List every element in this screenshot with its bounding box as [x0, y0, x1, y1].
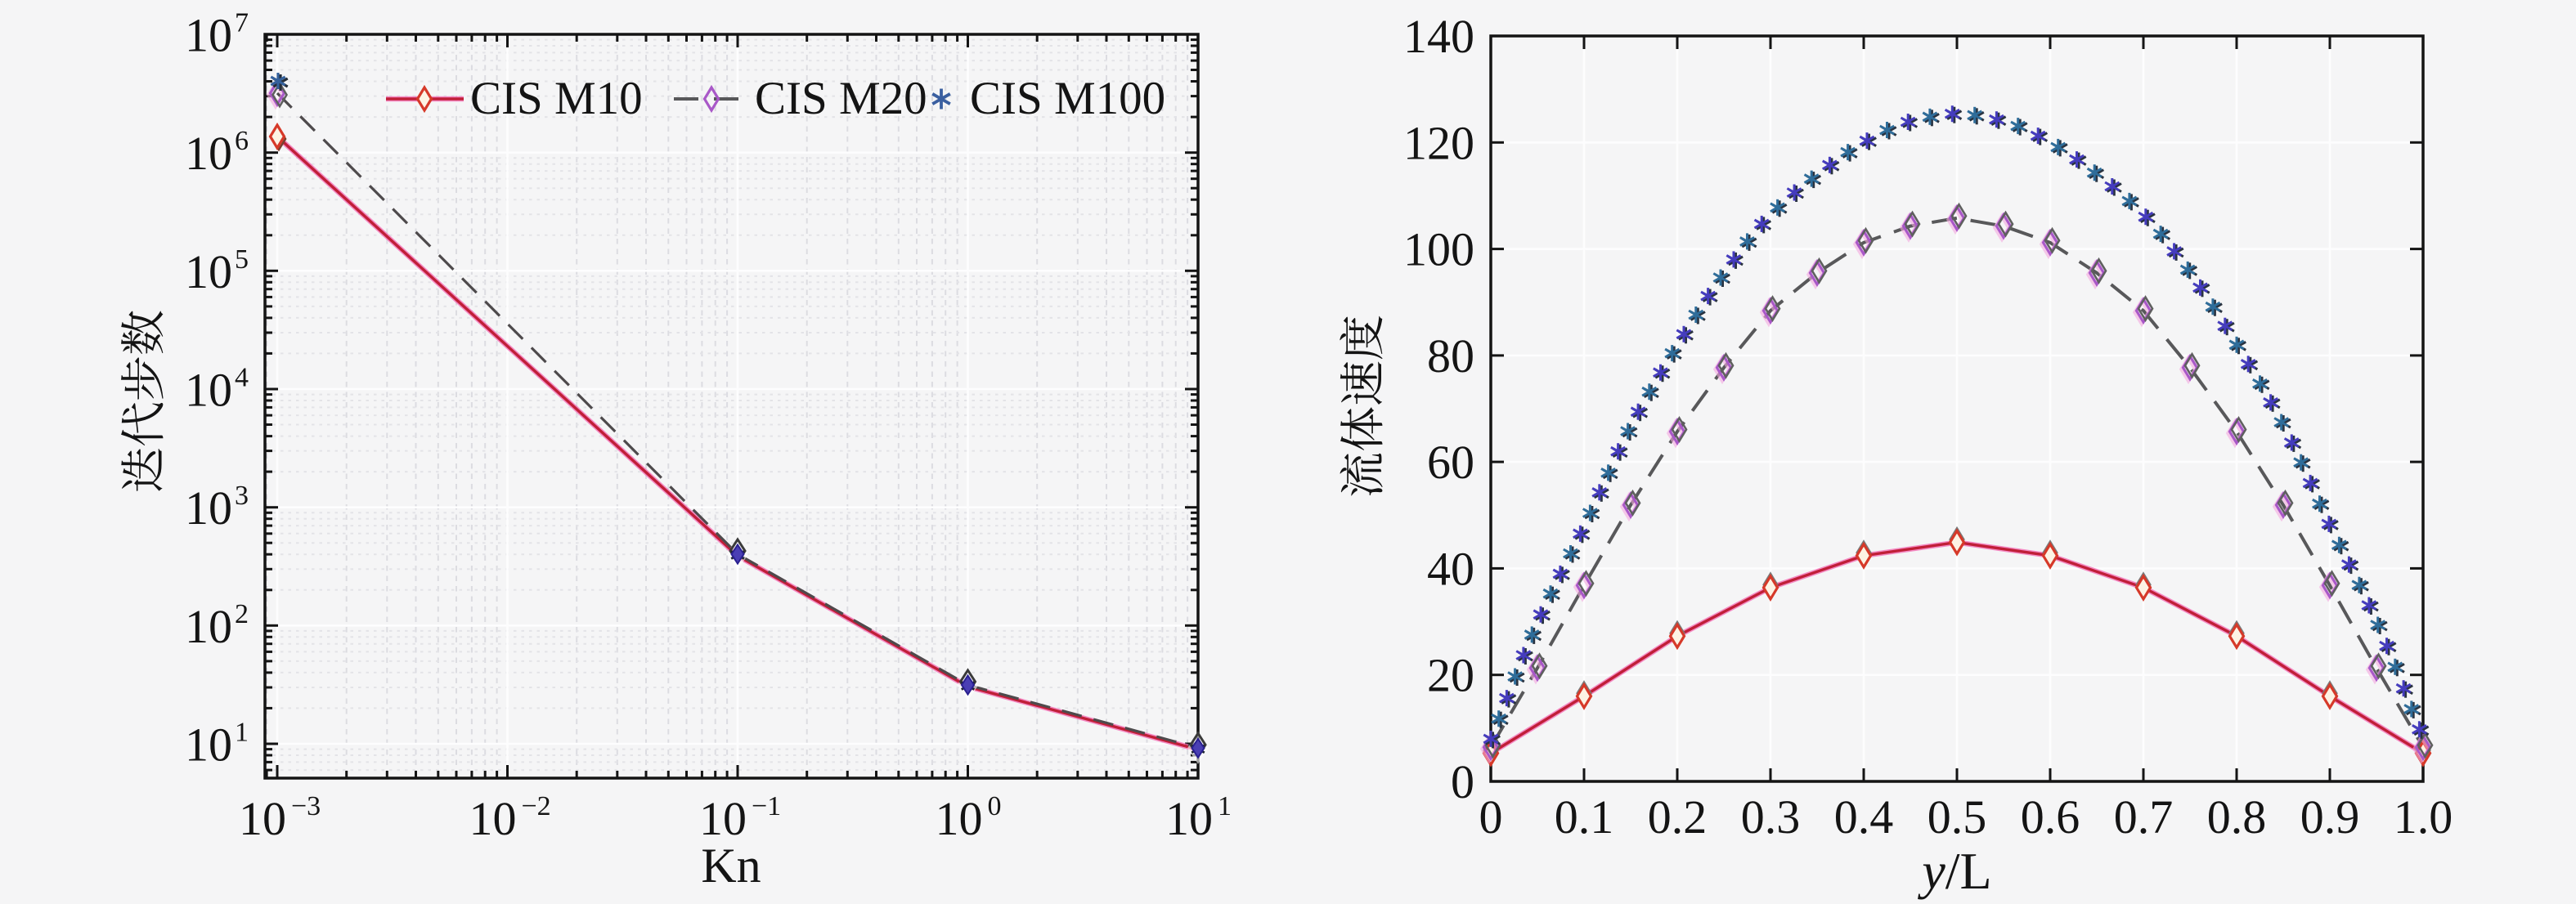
svg-text:105: 105 [185, 244, 249, 298]
svg-text:0.5: 0.5 [1928, 790, 1987, 844]
svg-text:0.4: 0.4 [1834, 790, 1894, 844]
svg-text:0.2: 0.2 [1648, 790, 1708, 844]
svg-text:10−3: 10 −3 [239, 791, 321, 845]
svg-text:CIS M20: CIS M20 [755, 73, 927, 124]
svg-text:0: 0 [1451, 755, 1474, 808]
svg-text:0.6: 0.6 [2021, 790, 2080, 844]
svg-text:60: 60 [1427, 436, 1474, 489]
svg-text:40: 40 [1427, 542, 1474, 595]
svg-text:CIS M10: CIS M10 [470, 73, 643, 124]
svg-text:101: 101 [1165, 791, 1232, 845]
svg-text:CIS M100: CIS M100 [970, 73, 1165, 124]
svg-text:0.3: 0.3 [1741, 790, 1801, 844]
svg-text:140: 140 [1403, 10, 1474, 63]
svg-text:0.1: 0.1 [1555, 790, 1614, 844]
svg-text:20: 20 [1427, 649, 1474, 702]
svg-text:Kn: Kn [701, 839, 761, 893]
svg-text:0.8: 0.8 [2207, 790, 2267, 844]
svg-text:80: 80 [1427, 329, 1474, 383]
svg-text:0.9: 0.9 [2300, 790, 2360, 844]
svg-text:0.7: 0.7 [2114, 790, 2174, 844]
svg-text:y/L: y/L [1917, 842, 1991, 900]
svg-text:100: 100 [1403, 223, 1474, 276]
svg-text:1.0: 1.0 [2394, 790, 2453, 844]
svg-text:120: 120 [1403, 116, 1474, 169]
svg-text:0: 0 [1479, 790, 1503, 844]
